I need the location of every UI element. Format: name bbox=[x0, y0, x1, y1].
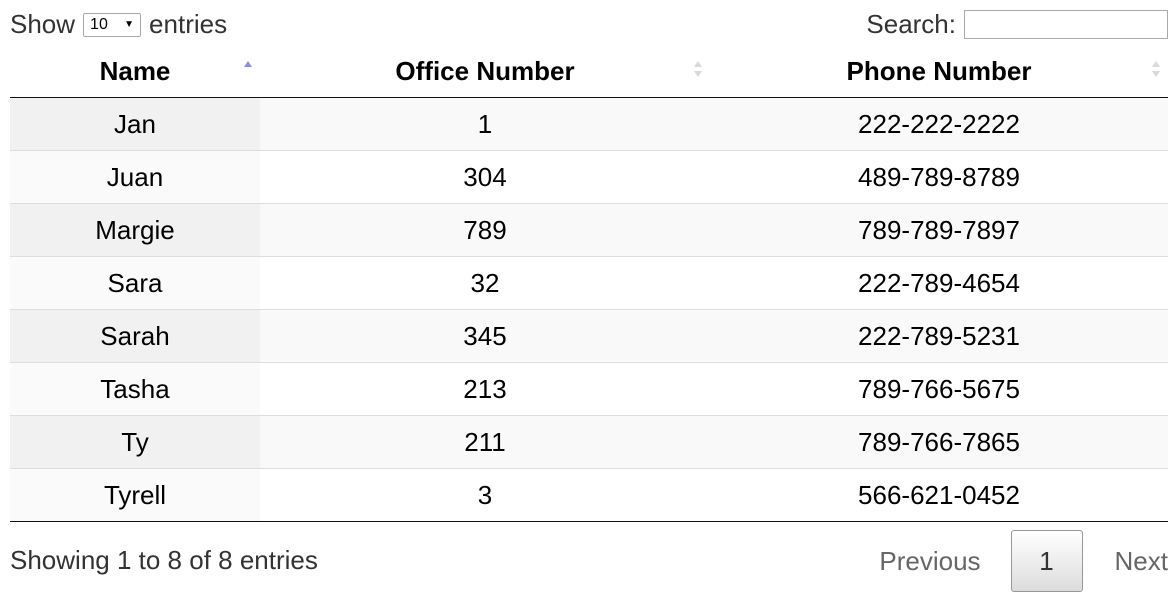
column-header-label: Office Number bbox=[395, 55, 575, 86]
cell-office-number: 789 bbox=[260, 203, 710, 257]
table-row: Ty 211 789-766-7865 bbox=[10, 415, 1168, 469]
data-table: Name Office Number Phone Number bbox=[10, 45, 1168, 522]
table-row: Juan 304 489-789-8789 bbox=[10, 150, 1168, 204]
search-filter: Search: bbox=[866, 9, 1168, 39]
length-menu-suffix: entries bbox=[149, 9, 228, 39]
cell-name: Juan bbox=[10, 150, 260, 204]
dropdown-caret-icon: ▼ bbox=[124, 19, 135, 30]
entries-per-page-select[interactable]: 10 ▼ bbox=[83, 13, 142, 37]
cell-office-number: 32 bbox=[260, 256, 710, 310]
sort-ascending-icon bbox=[244, 61, 252, 67]
column-header-phone-number[interactable]: Phone Number bbox=[710, 45, 1168, 98]
table-controls: Show 10 ▼ entries Search: bbox=[10, 0, 1168, 48]
cell-name: Sara bbox=[10, 256, 260, 310]
cell-phone-number: 222-222-2222 bbox=[710, 97, 1168, 151]
length-menu: Show 10 ▼ entries bbox=[10, 9, 227, 39]
cell-phone-number: 222-789-4654 bbox=[710, 256, 1168, 310]
column-header-label: Phone Number bbox=[846, 55, 1032, 86]
table-row: Tasha 213 789-766-5675 bbox=[10, 362, 1168, 416]
cell-office-number: 213 bbox=[260, 362, 710, 416]
page-1-button[interactable]: 1 bbox=[1010, 530, 1083, 592]
length-menu-prefix: Show bbox=[10, 9, 76, 39]
search-label: Search: bbox=[866, 9, 956, 39]
pagination: Previous 1 Next bbox=[879, 530, 1168, 592]
table-header-row: Name Office Number Phone Number bbox=[10, 45, 1168, 98]
table-row: Jan 1 222-222-2222 bbox=[10, 97, 1168, 151]
cell-phone-number: 789-766-7865 bbox=[710, 415, 1168, 469]
sort-both-icon bbox=[694, 61, 702, 77]
entries-per-page-value: 10 bbox=[90, 16, 108, 33]
table-info: Showing 1 to 8 of 8 entries bbox=[10, 545, 318, 575]
cell-phone-number: 789-766-5675 bbox=[710, 362, 1168, 416]
column-header-name[interactable]: Name bbox=[10, 45, 260, 98]
cell-phone-number: 489-789-8789 bbox=[710, 150, 1168, 204]
column-header-label: Name bbox=[99, 55, 171, 86]
table-row: Margie 789 789-789-7897 bbox=[10, 203, 1168, 257]
cell-name: Sarah bbox=[10, 309, 260, 363]
table-row: Tyrell 3 566-621-0452 bbox=[10, 468, 1168, 522]
cell-name: Ty bbox=[10, 415, 260, 469]
cell-name: Jan bbox=[10, 97, 260, 151]
cell-name: Tyrell bbox=[10, 468, 260, 522]
table-row: Sarah 345 222-789-5231 bbox=[10, 309, 1168, 363]
cell-office-number: 345 bbox=[260, 309, 710, 363]
search-input[interactable] bbox=[964, 9, 1168, 39]
cell-phone-number: 566-621-0452 bbox=[710, 468, 1168, 522]
cell-office-number: 1 bbox=[260, 97, 710, 151]
previous-page-button[interactable]: Previous bbox=[879, 545, 981, 576]
cell-name: Tasha bbox=[10, 362, 260, 416]
next-page-button[interactable]: Next bbox=[1114, 545, 1168, 576]
sort-both-icon bbox=[1152, 61, 1160, 77]
cell-phone-number: 789-789-7897 bbox=[710, 203, 1168, 257]
cell-office-number: 304 bbox=[260, 150, 710, 204]
cell-phone-number: 222-789-5231 bbox=[710, 309, 1168, 363]
cell-name: Margie bbox=[10, 203, 260, 257]
cell-office-number: 3 bbox=[260, 468, 710, 522]
column-header-office-number[interactable]: Office Number bbox=[260, 45, 710, 98]
cell-office-number: 211 bbox=[260, 415, 710, 469]
table-row: Sara 32 222-789-4654 bbox=[10, 256, 1168, 310]
